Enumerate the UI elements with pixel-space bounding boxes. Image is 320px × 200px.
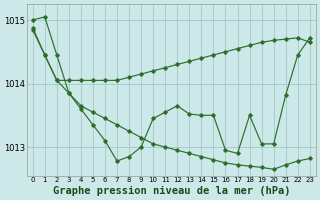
X-axis label: Graphe pression niveau de la mer (hPa): Graphe pression niveau de la mer (hPa)	[52, 186, 290, 196]
